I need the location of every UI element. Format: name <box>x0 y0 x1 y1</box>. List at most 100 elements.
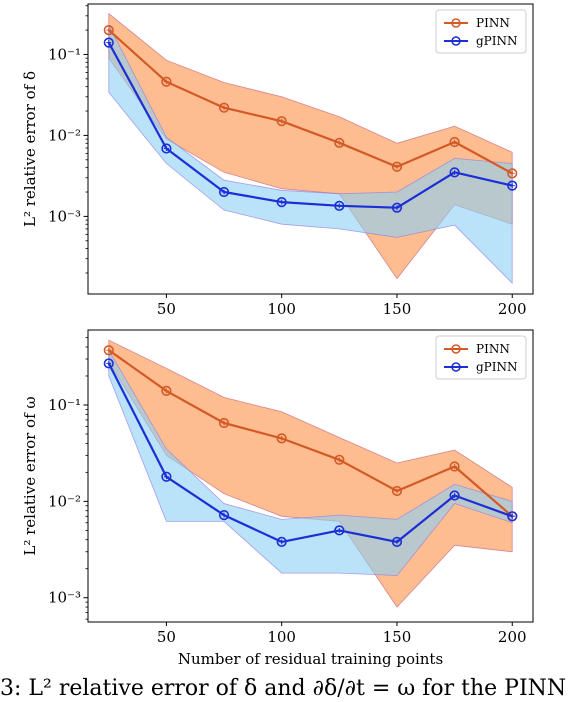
point-gpinn <box>276 197 287 208</box>
y-tick-label: 10⁻³ <box>48 589 81 607</box>
x-tick-label: 100 <box>267 300 296 318</box>
band-gpinn <box>108 348 513 576</box>
figure: 50 100 150 200 10⁻³ 10⁻² 10⁻¹ L² relative error… <box>21 3 534 668</box>
y-tick-label: 10⁻² <box>48 126 81 144</box>
point-marker-cross <box>394 488 400 494</box>
point-gpinn <box>449 167 460 178</box>
legend-label-gpinn: gPINN <box>476 34 518 48</box>
line-gpinn <box>107 42 513 209</box>
y-tick-label: 10⁻² <box>48 492 81 510</box>
point-gpinn <box>449 490 460 501</box>
point-pinn <box>449 461 460 472</box>
y-axis-label: L² relative error of δ <box>21 71 39 227</box>
axes-frame <box>87 329 534 623</box>
point-marker-cross <box>394 164 400 170</box>
point-pinn <box>507 168 518 179</box>
x-tick-label: 200 <box>498 628 527 646</box>
point-pinn <box>391 485 403 497</box>
point-pinn <box>276 433 287 444</box>
point-marker-cross <box>452 464 458 470</box>
x-axis-label: Number of residual training points <box>178 650 443 668</box>
x-tick-label: 150 <box>383 300 412 318</box>
point-marker-cross <box>452 493 458 499</box>
y-tick-label: 10⁻¹ <box>48 396 81 414</box>
point-marker-cross <box>336 527 342 533</box>
y-tick-label: 10⁻¹ <box>48 45 81 63</box>
point-marker-cross <box>336 140 342 146</box>
legend-swatch-marker <box>451 18 461 28</box>
legend-label-pinn: PINN <box>476 16 510 30</box>
point-gpinn <box>218 186 230 198</box>
axes-frame <box>87 3 534 295</box>
point-marker-cross <box>163 388 169 394</box>
line-pinn <box>108 349 513 518</box>
point-marker-cross <box>106 360 112 366</box>
point-pinn <box>218 417 230 429</box>
point-marker-cross <box>106 27 112 33</box>
panel-delta-error: 50 100 150 200 10⁻³ 10⁻² 10⁻¹ L² relative error… <box>21 3 534 318</box>
point-marker-cross <box>221 189 227 195</box>
x-tick-label: 200 <box>498 300 527 318</box>
point-pinn <box>334 137 345 148</box>
x-tick-label: 150 <box>383 628 412 646</box>
point-gpinn <box>391 536 403 547</box>
point-marker-cross <box>279 435 285 441</box>
point-marker-cross <box>163 79 169 85</box>
point-marker-cross <box>163 145 169 151</box>
point-marker-cross <box>394 539 400 545</box>
point-marker-cross <box>279 199 285 205</box>
point-pinn <box>161 76 172 87</box>
point-marker-cross <box>509 513 515 519</box>
point-gpinn <box>507 180 518 191</box>
point-pinn <box>334 454 345 465</box>
point-marker-cross <box>452 169 458 175</box>
x-tick-label: 100 <box>267 628 296 646</box>
point-marker-cross <box>106 347 112 353</box>
x-tick-label: 50 <box>157 300 176 318</box>
point-marker-cross <box>221 512 227 518</box>
point-marker-cross <box>509 170 515 176</box>
legend-box <box>435 9 527 54</box>
legend-label-gpinn: gPINN <box>476 360 518 374</box>
point-pinn <box>103 345 114 356</box>
point-marker-cross <box>452 139 458 145</box>
point-gpinn <box>218 510 230 521</box>
point-gpinn <box>334 525 345 536</box>
point-marker-cross <box>221 105 227 111</box>
point-marker-cross <box>279 539 285 545</box>
point-gpinn <box>334 200 345 211</box>
figure-caption: 3: L² relative error of δ and ∂δ/∂t = ω … <box>0 676 567 701</box>
legend-swatch-marker <box>451 362 461 372</box>
point-marker-cross <box>221 420 227 426</box>
legend-box <box>435 335 527 380</box>
point-pinn <box>218 102 230 113</box>
point-pinn <box>449 136 460 148</box>
line-gpinn <box>107 362 513 544</box>
point-pinn <box>276 116 287 127</box>
point-gpinn <box>161 143 172 154</box>
point-marker-cross <box>106 40 112 46</box>
point-gpinn <box>276 536 287 547</box>
point-marker-cross <box>509 183 515 189</box>
point-marker-cross <box>163 474 169 480</box>
point-gpinn <box>103 37 114 48</box>
point-gpinn <box>391 202 403 213</box>
point-gpinn <box>103 358 114 369</box>
point-gpinn <box>161 471 172 482</box>
y-axis-label: L² relative error of ω <box>21 396 39 555</box>
legend-swatch-marker <box>451 36 461 46</box>
line-pinn <box>108 29 513 175</box>
point-marker-cross <box>336 203 342 209</box>
point-gpinn <box>507 511 518 522</box>
point-marker-cross <box>394 205 400 211</box>
legend-label-pinn: PINN <box>476 342 510 356</box>
point-marker-cross <box>279 118 285 124</box>
point-marker-cross <box>336 457 342 463</box>
panel-omega-error: 50 100 150 200 10⁻³ 10⁻² 10⁻¹ L² relative error… <box>21 329 534 668</box>
point-pinn <box>391 161 403 172</box>
legend-swatch-marker <box>451 344 461 354</box>
point-pinn <box>103 24 114 36</box>
y-tick-label: 10⁻³ <box>48 207 81 225</box>
band-gpinn <box>108 25 513 285</box>
point-pinn <box>161 385 172 397</box>
